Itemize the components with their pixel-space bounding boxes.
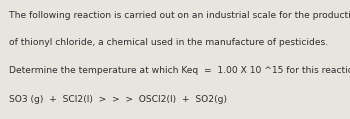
Text: The following reaction is carried out on an industrial scale for the production: The following reaction is carried out on… [9, 11, 350, 20]
Text: Determine the temperature at which Keq  =  1.00 X 10 ^15 for this reaction.: Determine the temperature at which Keq =… [9, 66, 350, 75]
Text: SO3 (g)  +  SCl2(l)  >  >  >  OSCl2(l)  +  SO2(g): SO3 (g) + SCl2(l) > > > OSCl2(l) + SO2(g… [9, 95, 227, 104]
Text: of thionyl chloride, a chemical used in the manufacture of pesticides.: of thionyl chloride, a chemical used in … [9, 38, 328, 47]
